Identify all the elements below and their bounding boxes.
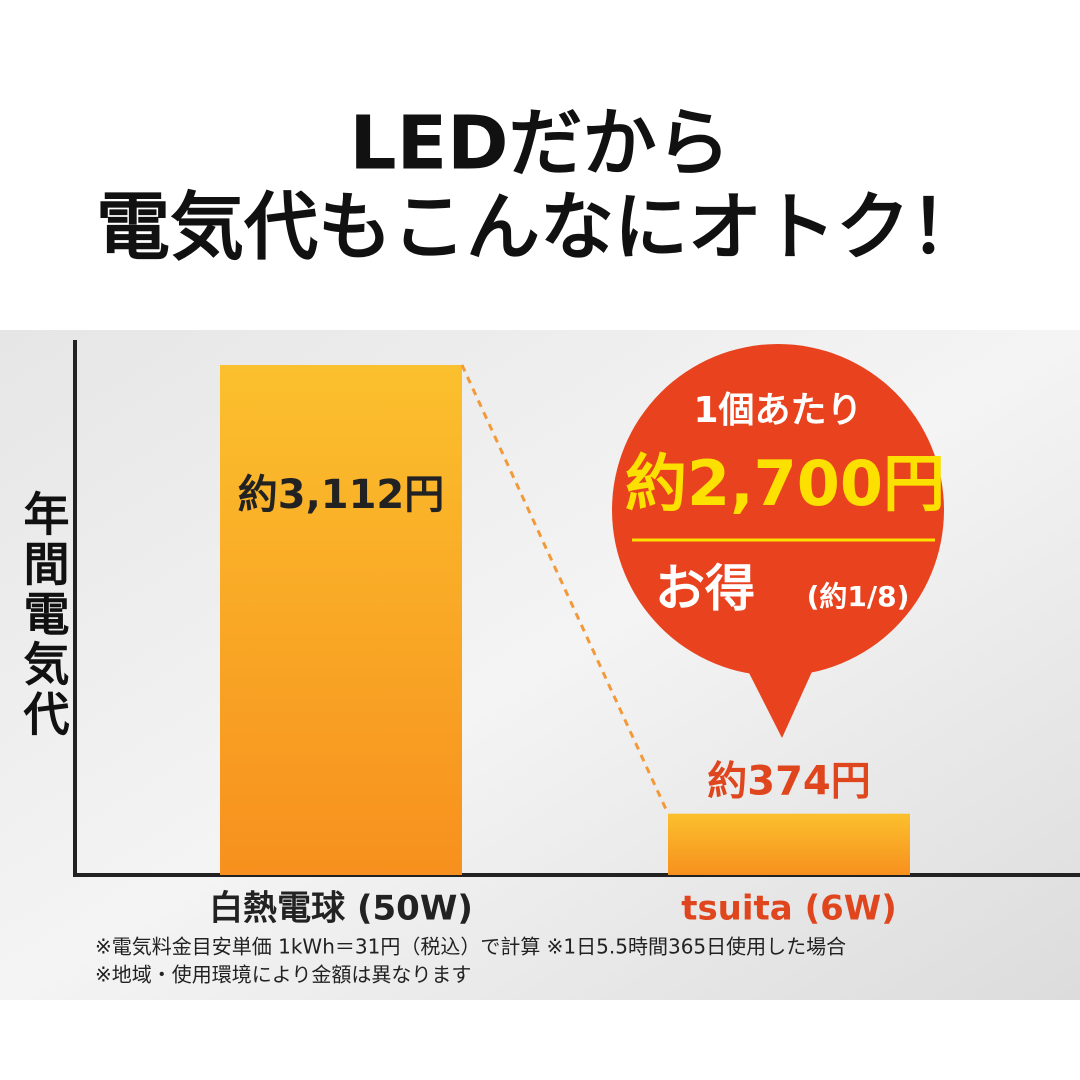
value-label: 約3,112円 (238, 472, 445, 518)
callout-text: 1個あたり (693, 390, 862, 431)
connector (460, 364, 670, 815)
chart-subtitle: 電気代もこんなにオトク！ (96, 185, 984, 271)
x-tick-label: tsuita (6W) (681, 889, 897, 929)
chart-title: LEDだから (349, 101, 730, 187)
bar (220, 365, 462, 875)
bar (668, 813, 910, 875)
callout-text: (約1/8) (807, 580, 910, 613)
x-tick-label: 白熱電球 (50W) (209, 889, 473, 929)
value-label: 約374円 (707, 759, 871, 805)
callout-text: お得 (655, 560, 755, 618)
y-axis-label: 年間電気代 (17, 490, 71, 740)
callout-text: 約2,700円 (625, 447, 945, 520)
callout-bubble (745, 665, 815, 738)
callout-bubble (612, 344, 944, 676)
note: ※電気料金目安単価 1kWh＝31円（税込）で計算 ※1日5.5時間365日使用… (95, 935, 846, 959)
note: ※地域・使用環境により金額は異なります (95, 963, 471, 987)
